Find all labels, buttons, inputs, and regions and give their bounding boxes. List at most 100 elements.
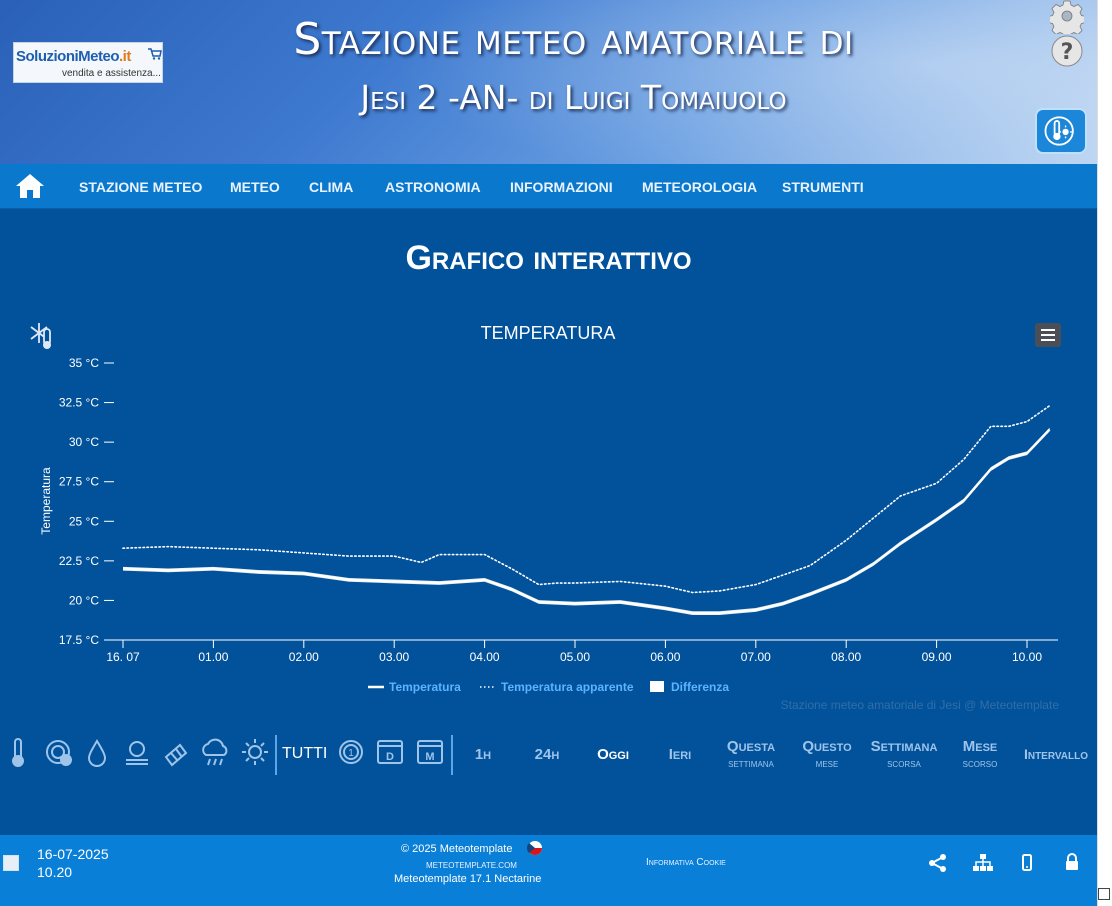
site-header: SoluzioniMeteo.it vendita e assistenza..…: [0, 0, 1097, 164]
main-nav: STAZIONE METEO METEO CLIMA ASTRONOMIA IN…: [0, 164, 1097, 209]
vertical-scrollbar[interactable]: [1097, 0, 1112, 906]
legend-item[interactable]: Temperatura: [368, 680, 461, 694]
period-24h-button[interactable]: 24h: [534, 746, 560, 763]
series-difference-band: [123, 427, 1050, 615]
czech-flag-icon: [527, 841, 542, 855]
legend-item[interactable]: Temperatura apparente: [480, 680, 634, 694]
y-tick-label: 32.5 °C: [59, 396, 99, 410]
toolbar-separator: [275, 735, 277, 775]
legend-label: Differenza: [671, 680, 729, 694]
sun-icon[interactable]: [242, 739, 268, 765]
series-temperatura-line[interactable]: [122, 428, 1051, 615]
wind-sock-icon[interactable]: [164, 743, 188, 767]
y-tick-label: 35 °C: [69, 356, 99, 370]
soluzionimeteo-logo[interactable]: SoluzioniMeteo.it vendita e assistenza..…: [13, 42, 163, 83]
period-settimana-scorsa-button[interactable]: Settimana scorsa: [870, 738, 938, 770]
footer-date: 16-07-2025: [37, 846, 109, 862]
main-content: Grafico interattivo TEMPERATURA Temperat…: [0, 209, 1097, 835]
mobile-icon[interactable]: [1021, 853, 1033, 873]
x-tick-label: 06.00: [650, 650, 680, 664]
home-icon[interactable]: [14, 172, 46, 200]
nav-meteorologia[interactable]: METEOROLOGIA: [642, 179, 758, 195]
x-tick-label: 07.00: [741, 650, 771, 664]
pressure-gauge-icon[interactable]: [46, 740, 72, 766]
svg-text:M: M: [425, 751, 434, 763]
cart-icon: [148, 48, 162, 60]
x-tick-label: 04.00: [470, 650, 500, 664]
cookie-link[interactable]: Informativa Cookie: [646, 857, 726, 868]
site-footer: 16-07-2025 10.20 © 2025 Meteotemplate me…: [0, 835, 1097, 889]
toolbar-separator: [451, 735, 453, 775]
x-tick-label: 02.00: [289, 650, 319, 664]
weather-station-button[interactable]: [1035, 108, 1087, 154]
y-tick-label: 22.5 °C: [59, 554, 99, 568]
calendar-month-icon[interactable]: M: [417, 740, 443, 764]
chart-credit: Stazione meteo amatoriale di Jesi @ Mete…: [781, 698, 1060, 712]
chart-title: TEMPERATURA: [481, 323, 616, 343]
legend-label: Temperatura: [389, 680, 461, 694]
share-icon[interactable]: [928, 853, 948, 873]
page-title: Grafico interattivo: [405, 239, 692, 277]
period-intervallo-button[interactable]: Intervallo: [1023, 746, 1089, 762]
nav-astronomia[interactable]: ASTRONOMIA: [385, 179, 481, 195]
sitemap-icon[interactable]: [972, 853, 994, 873]
svg-text:D: D: [386, 751, 394, 763]
nav-stazione-meteo[interactable]: STAZIONE METEO: [79, 179, 203, 195]
freeze-thermometer-icon[interactable]: [30, 323, 51, 349]
chart-legend: Temperatura Temperatura apparente Differen…: [368, 680, 729, 694]
y-tick-label: 20 °C: [69, 593, 99, 607]
variable-toolbar: [12, 738, 268, 767]
legend-label: Temperatura apparente: [501, 680, 634, 694]
x-tick-label: 09.00: [922, 650, 952, 664]
x-tick-label: 16. 07: [106, 650, 140, 664]
day-one-icon[interactable]: 1: [339, 740, 363, 764]
nav-meteo[interactable]: METEO: [230, 179, 280, 195]
temperature-chart: TEMPERATURA Temperatura 35 °C 32.5 °C 30 °…: [30, 323, 1060, 712]
nav-clima[interactable]: CLIMA: [309, 179, 354, 195]
period-ieri-button[interactable]: Ieri: [668, 746, 692, 763]
rain-cloud-icon[interactable]: [202, 738, 228, 766]
x-tick-label: 08.00: [831, 650, 861, 664]
x-tick-label: 05.00: [560, 650, 590, 664]
svg-text:?: ?: [1061, 40, 1074, 65]
footer-time: 10.20: [37, 864, 73, 880]
scrollbar-corner: [1098, 888, 1110, 900]
thermometer-icon[interactable]: [12, 738, 24, 767]
rain-gauge-icon[interactable]: [126, 741, 148, 765]
nav-strumenti[interactable]: STRUMENTI: [782, 179, 864, 195]
y-axis-label: Temperatura: [39, 467, 53, 535]
y-tick-label: 30 °C: [69, 435, 99, 449]
x-tick-label: 10.00: [1012, 650, 1042, 664]
period-1h-button[interactable]: 1h: [474, 746, 492, 763]
broken-image-icon: [3, 855, 19, 871]
y-tick-label: 17.5 °C: [59, 633, 99, 647]
period-questa-settimana-button[interactable]: Questa settimana: [726, 738, 776, 770]
gear-icon[interactable]: [1050, 0, 1084, 34]
weather-station-icon: [1044, 116, 1074, 146]
y-tick-label: 27.5 °C: [59, 475, 99, 489]
footer-version: Meteotemplate 17.1 Nectarine: [394, 873, 542, 885]
series-temperatura-apparente-line[interactable]: [122, 404, 1051, 594]
calendar-day-icon[interactable]: D: [377, 740, 403, 764]
x-tick-label: 01.00: [198, 650, 228, 664]
period-questo-mese-button[interactable]: Questo mese: [802, 738, 852, 770]
site-subtitle: Jesi 2 -AN- di Luigi Tomaiuolo: [360, 78, 787, 117]
footer-site-link[interactable]: meteotemplate.com: [426, 861, 517, 870]
footer-bottom-strip: [0, 889, 1097, 906]
legend-item[interactable]: Differenza: [650, 680, 729, 694]
lock-icon[interactable]: [1064, 852, 1080, 872]
period-mese-scorso-button[interactable]: Mese scorso: [962, 738, 998, 770]
x-tick-label: 03.00: [379, 650, 409, 664]
help-icon[interactable]: ?: [1050, 34, 1084, 68]
footer-copyright: © 2025 Meteotemplate: [401, 843, 513, 855]
y-tick-label: 25 °C: [69, 514, 99, 528]
tutti-button[interactable]: TUTTI: [282, 745, 328, 762]
nav-informazioni[interactable]: INFORMAZIONI: [510, 179, 613, 195]
chart-menu-button[interactable]: [1035, 323, 1061, 347]
svg-text:1: 1: [348, 748, 354, 759]
humidity-drop-icon[interactable]: [87, 739, 107, 767]
period-oggi-button[interactable]: Oggi: [597, 746, 629, 763]
site-title: Stazione meteo amatoriale di: [293, 14, 854, 65]
period-icons: 1 D M: [339, 740, 443, 764]
